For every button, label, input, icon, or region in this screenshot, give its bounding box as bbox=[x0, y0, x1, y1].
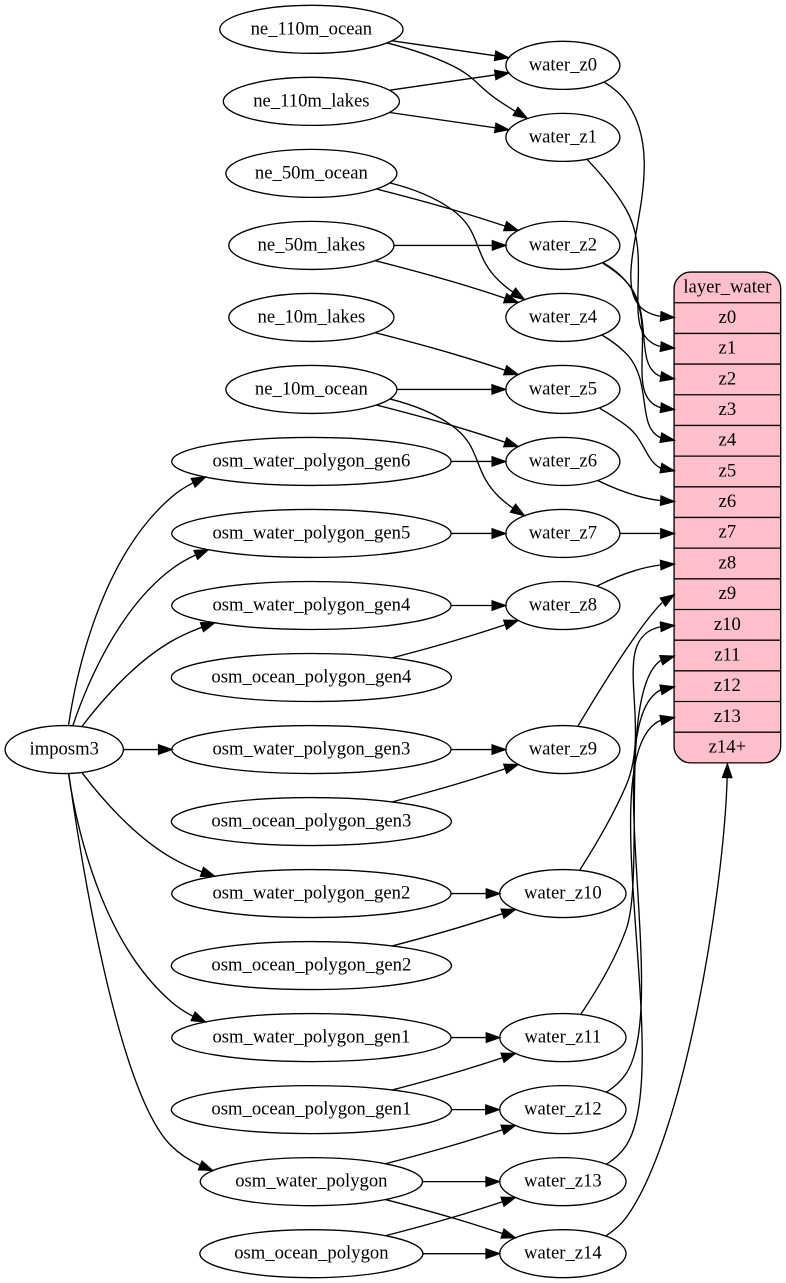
svg-text:water_z12: water_z12 bbox=[524, 1099, 602, 1120]
svg-text:osm_water_polygon_gen4: osm_water_polygon_gen4 bbox=[212, 594, 411, 615]
svg-text:z8: z8 bbox=[719, 552, 737, 573]
svg-text:z3: z3 bbox=[719, 399, 737, 420]
svg-text:osm_ocean_polygon_gen4: osm_ocean_polygon_gen4 bbox=[211, 666, 412, 687]
svg-text:layer_water: layer_water bbox=[683, 276, 772, 297]
svg-text:osm_water_polygon_gen1: osm_water_polygon_gen1 bbox=[212, 1027, 410, 1048]
svg-text:z10: z10 bbox=[714, 614, 741, 635]
svg-text:z12: z12 bbox=[714, 675, 741, 696]
svg-text:z2: z2 bbox=[719, 368, 737, 389]
svg-text:z11: z11 bbox=[714, 644, 740, 665]
svg-text:water_z5: water_z5 bbox=[529, 378, 597, 399]
svg-text:ne_50m_ocean: ne_50m_ocean bbox=[255, 162, 369, 183]
svg-text:z5: z5 bbox=[719, 460, 737, 481]
svg-text:z7: z7 bbox=[719, 522, 737, 543]
svg-text:water_z1: water_z1 bbox=[529, 126, 597, 147]
svg-text:osm_ocean_polygon_gen2: osm_ocean_polygon_gen2 bbox=[211, 955, 411, 976]
svg-text:ne_10m_lakes: ne_10m_lakes bbox=[258, 306, 366, 327]
svg-text:ne_110m_lakes: ne_110m_lakes bbox=[253, 90, 369, 111]
svg-text:osm_water_polygon: osm_water_polygon bbox=[235, 1171, 388, 1192]
svg-text:ne_110m_ocean: ne_110m_ocean bbox=[251, 18, 373, 39]
svg-text:z14+: z14+ bbox=[709, 736, 746, 757]
svg-text:water_z10: water_z10 bbox=[524, 882, 602, 903]
svg-text:water_z7: water_z7 bbox=[529, 522, 597, 543]
svg-text:water_z2: water_z2 bbox=[529, 234, 597, 255]
svg-text:z0: z0 bbox=[719, 307, 737, 328]
svg-text:z9: z9 bbox=[719, 583, 737, 604]
svg-text:water_z8: water_z8 bbox=[529, 594, 597, 615]
svg-text:osm_ocean_polygon_gen1: osm_ocean_polygon_gen1 bbox=[211, 1099, 411, 1120]
svg-text:ne_50m_lakes: ne_50m_lakes bbox=[258, 234, 366, 255]
svg-text:water_z11: water_z11 bbox=[524, 1027, 601, 1048]
svg-text:z1: z1 bbox=[719, 338, 737, 359]
svg-text:water_z4: water_z4 bbox=[529, 306, 598, 327]
svg-text:water_z0: water_z0 bbox=[529, 54, 597, 75]
svg-text:imposm3: imposm3 bbox=[30, 738, 99, 759]
svg-text:osm_water_polygon_gen5: osm_water_polygon_gen5 bbox=[212, 522, 410, 543]
svg-text:osm_ocean_polygon_gen3: osm_ocean_polygon_gen3 bbox=[211, 810, 411, 831]
svg-text:osm_water_polygon_gen6: osm_water_polygon_gen6 bbox=[212, 450, 410, 471]
svg-text:ne_10m_ocean: ne_10m_ocean bbox=[255, 378, 369, 399]
svg-text:water_z9: water_z9 bbox=[529, 738, 597, 759]
svg-text:water_z6: water_z6 bbox=[529, 450, 597, 471]
svg-text:osm_water_polygon_gen2: osm_water_polygon_gen2 bbox=[212, 882, 410, 903]
svg-text:water_z13: water_z13 bbox=[524, 1171, 602, 1192]
svg-text:z4: z4 bbox=[719, 430, 737, 451]
svg-text:z13: z13 bbox=[714, 706, 741, 727]
svg-text:z6: z6 bbox=[719, 491, 737, 512]
svg-text:osm_water_polygon_gen3: osm_water_polygon_gen3 bbox=[212, 738, 410, 759]
svg-text:water_z14: water_z14 bbox=[524, 1243, 602, 1264]
svg-text:osm_ocean_polygon: osm_ocean_polygon bbox=[234, 1243, 389, 1264]
